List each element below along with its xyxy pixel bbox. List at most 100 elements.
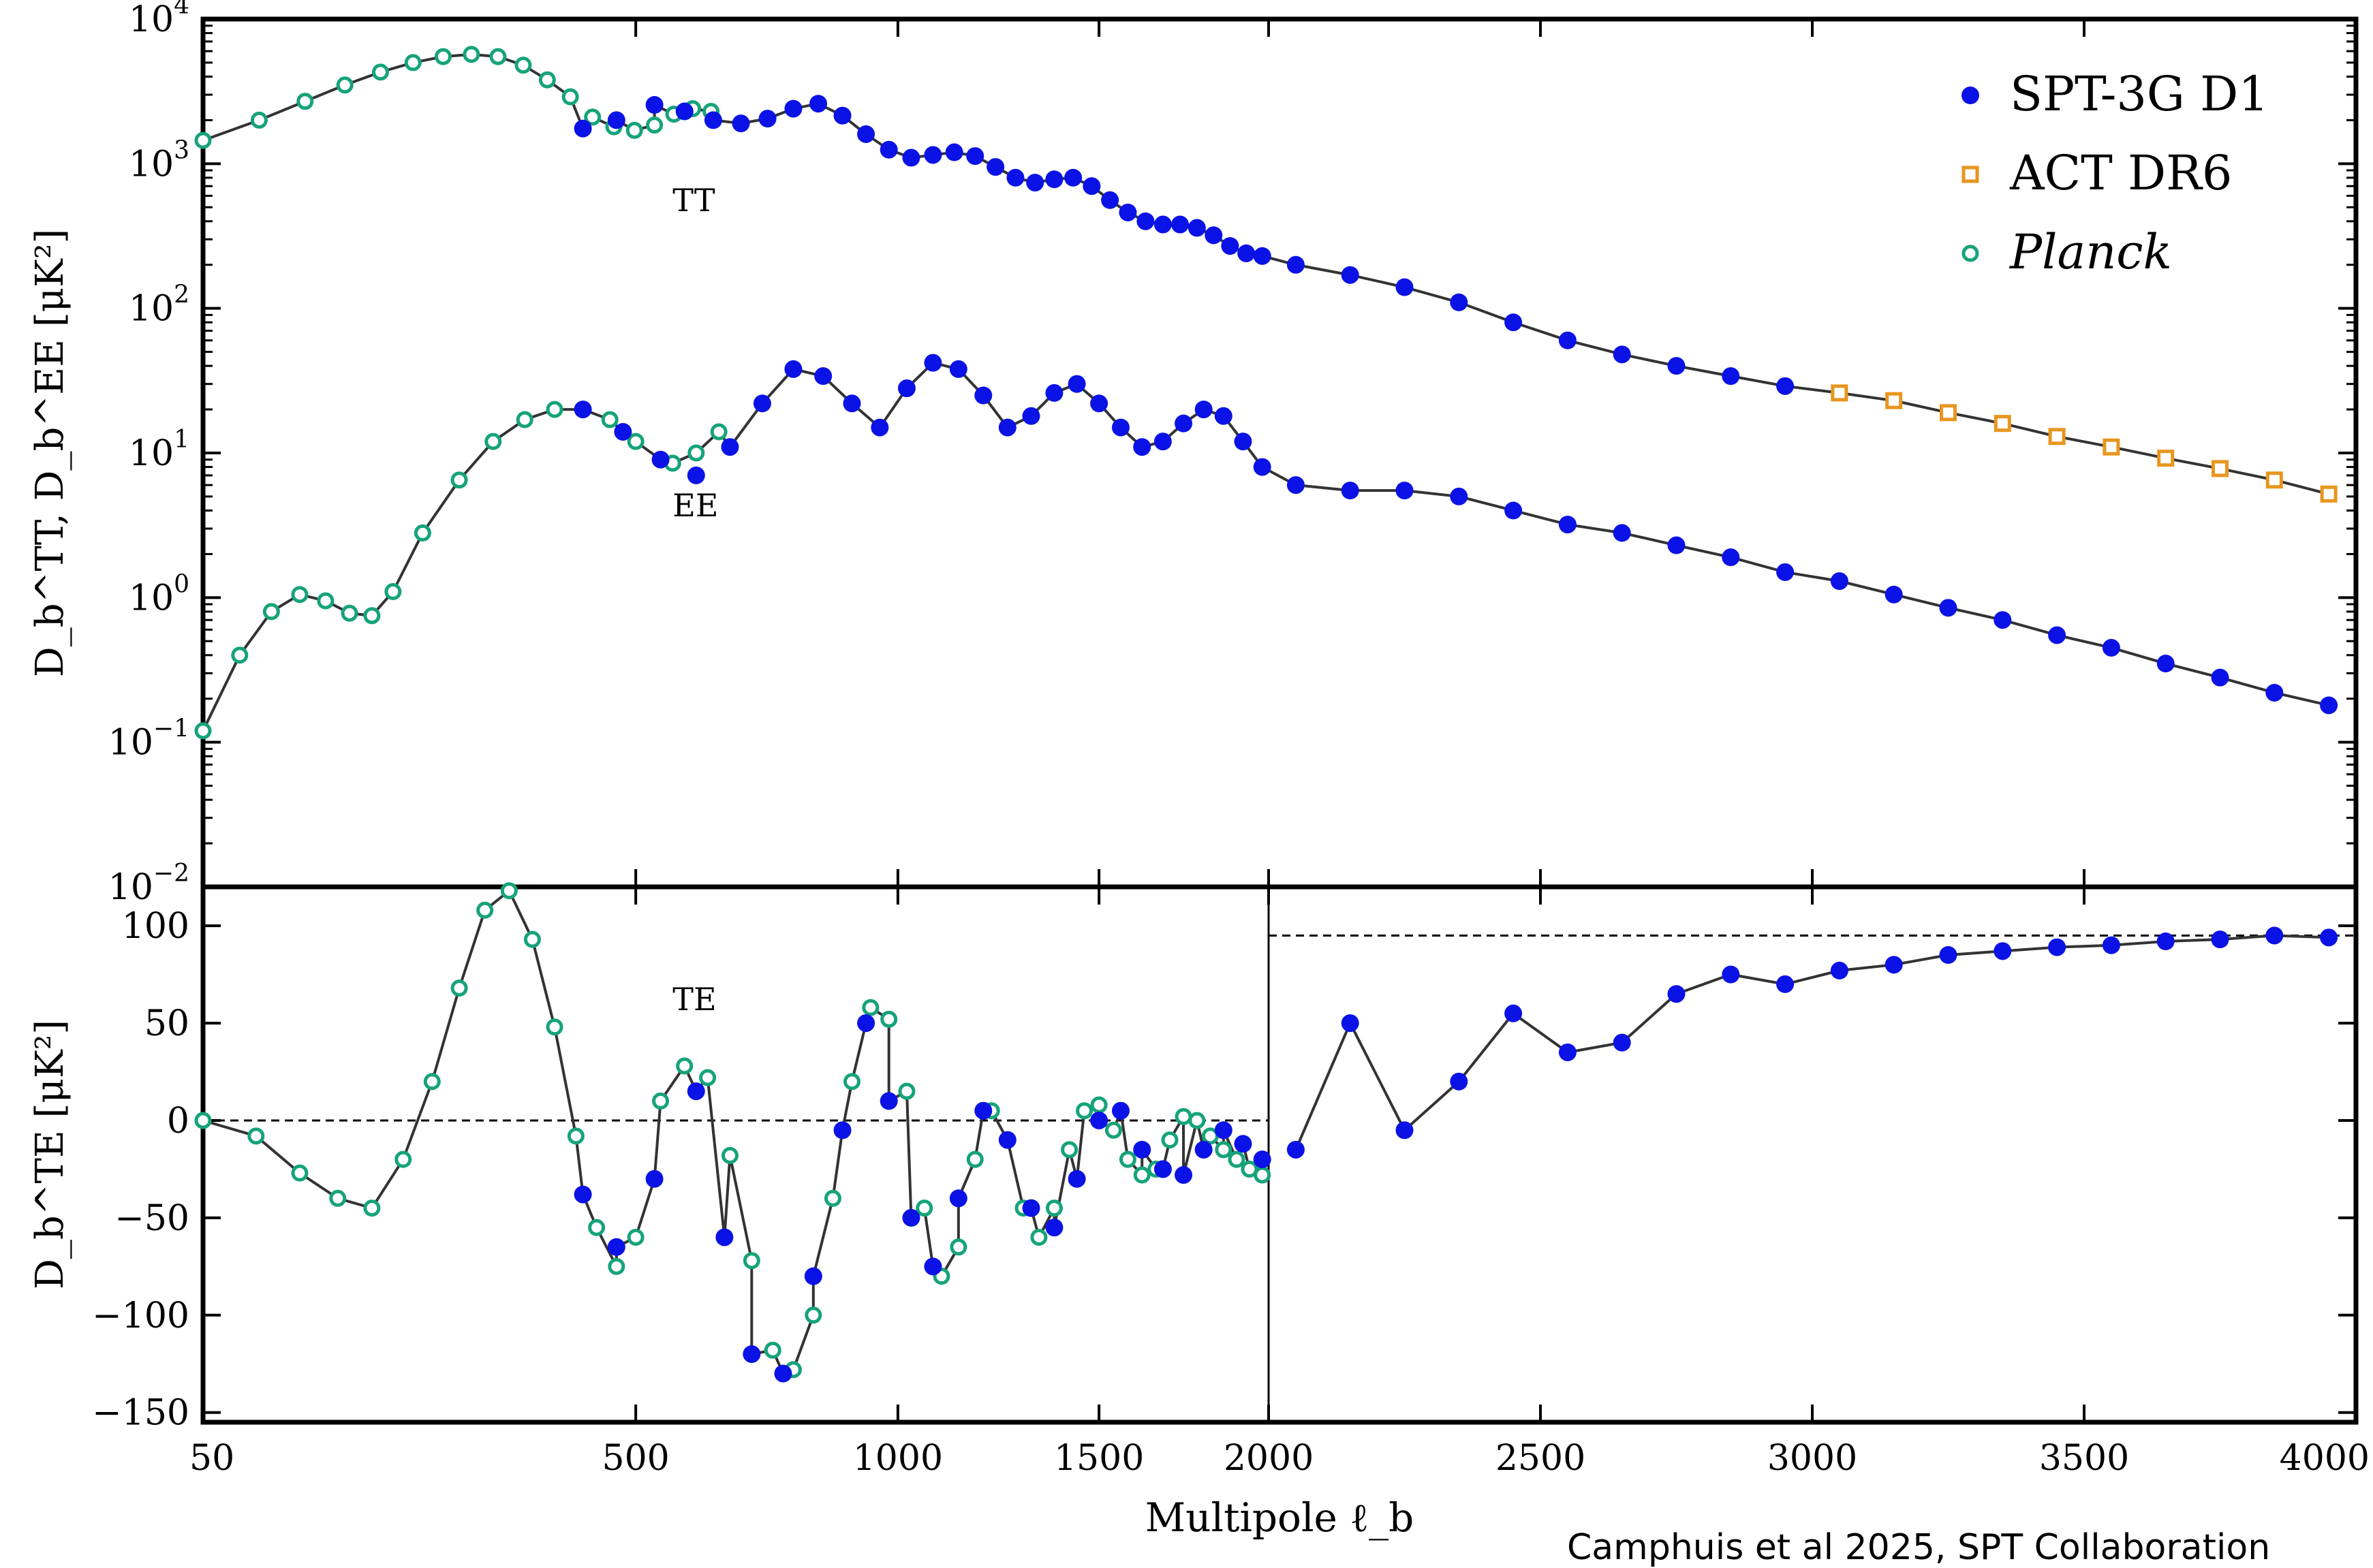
data-point-ee xyxy=(363,607,381,625)
x-tick-label: 2000 xyxy=(1224,1438,1314,1479)
y-axis-label-bottom: D_b^TE [μK²] xyxy=(28,1020,72,1289)
data-point-tt xyxy=(2212,460,2229,477)
x-tick-label: 1500 xyxy=(1054,1438,1144,1479)
data-point-tt xyxy=(1237,244,1256,262)
data-point-te xyxy=(699,1069,717,1086)
data-point-ee xyxy=(871,418,889,437)
data-point-ee xyxy=(1068,375,1086,393)
data-point-tt xyxy=(194,131,212,149)
data-point-tt xyxy=(1831,384,1848,402)
data-point-te xyxy=(645,1170,664,1188)
data-point-te xyxy=(902,1208,920,1227)
data-point-ee xyxy=(450,471,468,489)
data-point-tt xyxy=(250,111,268,129)
y-tick-label-top: 10−2 xyxy=(108,860,189,908)
data-point-ee xyxy=(2211,668,2229,687)
y-tick-label-bottom: −100 xyxy=(92,1296,189,1336)
data-point-ee xyxy=(414,524,431,542)
y-tick-label-bottom: 50 xyxy=(144,1003,189,1044)
data-point-tt xyxy=(404,54,422,72)
data-point-te xyxy=(833,1121,852,1140)
data-point-tt xyxy=(1083,177,1101,195)
data-point-te xyxy=(1558,1043,1577,1061)
data-point-tt xyxy=(514,57,532,74)
data-point-ee xyxy=(924,354,942,372)
data-point-te xyxy=(291,1164,309,1182)
data-point-ee xyxy=(627,433,645,450)
data-point-te xyxy=(2320,928,2338,947)
y-axis-label-top: D_b^TT, D_b^EE [μK²] xyxy=(28,229,72,677)
bottom-panel-frame xyxy=(200,884,2359,1425)
data-point-ee xyxy=(574,401,592,419)
data-point-te xyxy=(2265,926,2284,945)
data-point-te xyxy=(687,1082,705,1101)
data-point-tt xyxy=(1667,357,1686,375)
x-tick-label: 3000 xyxy=(1767,1438,1857,1479)
data-point-te xyxy=(1254,1166,1271,1184)
data-point-te xyxy=(880,1010,898,1028)
data-point-te xyxy=(1830,961,1848,979)
data-point-te xyxy=(1215,1141,1232,1159)
y-tick-label-bottom: −50 xyxy=(114,1198,189,1239)
data-point-tt xyxy=(2265,471,2283,489)
data-point-ee xyxy=(484,433,502,450)
data-point-ee xyxy=(814,367,833,386)
data-point-tt xyxy=(1026,174,1044,192)
data-point-ee xyxy=(384,583,402,601)
data-point-te xyxy=(1175,1166,1193,1185)
data-point-te xyxy=(1286,1140,1305,1159)
data-point-ee xyxy=(1939,599,1957,617)
data-point-ee xyxy=(317,592,335,610)
data-point-te xyxy=(721,1146,739,1164)
data-point-te xyxy=(1090,1111,1108,1129)
data-point-tt xyxy=(784,99,803,118)
data-point-ee xyxy=(843,394,861,413)
x-tick-label: 500 xyxy=(602,1438,670,1479)
data-point-ee xyxy=(1450,487,1468,505)
data-point-ee xyxy=(1286,476,1305,495)
data-point-ee xyxy=(2265,683,2284,702)
data-point-tt xyxy=(1613,345,1631,364)
data-point-tt xyxy=(1064,168,1083,187)
data-point-te xyxy=(824,1189,841,1207)
data-point-te xyxy=(608,1257,625,1275)
data-point-te xyxy=(1341,1014,1359,1033)
data-point-tt xyxy=(1885,392,1903,409)
y-tick-label-top: 100 xyxy=(129,570,189,618)
data-point-tt xyxy=(1450,293,1468,311)
data-point-ee xyxy=(687,444,705,462)
data-point-ee xyxy=(753,394,771,413)
y-tick-label-top: 101 xyxy=(129,426,189,474)
data-point-tt xyxy=(880,140,898,159)
data-point-te xyxy=(1939,946,1957,965)
data-point-tt xyxy=(625,121,643,139)
data-point-ee xyxy=(262,603,280,621)
legend-marker xyxy=(1961,87,1979,104)
data-point-tt xyxy=(2320,485,2338,503)
annotation-te: TE xyxy=(672,981,716,1018)
data-point-te xyxy=(394,1150,412,1168)
data-point-tt xyxy=(538,71,556,89)
annotation-ee: EE xyxy=(672,487,718,524)
data-point-te xyxy=(2211,930,2229,949)
data-point-te xyxy=(1111,1101,1130,1120)
x-tick-label: 50 xyxy=(189,1438,234,1479)
data-point-ee xyxy=(897,379,916,398)
legend-marker xyxy=(1961,245,1979,262)
data-point-tt xyxy=(732,114,750,133)
data-point-ee xyxy=(784,360,803,378)
data-point-te xyxy=(574,1185,592,1204)
data-point-te xyxy=(1395,1121,1414,1140)
data-point-ee xyxy=(2102,638,2120,657)
data-point-ee xyxy=(1885,585,1903,603)
data-point-te xyxy=(966,1150,984,1168)
data-point-te xyxy=(676,1057,694,1075)
data-point-te xyxy=(588,1219,606,1236)
data-point-tt xyxy=(1940,404,1957,422)
data-point-ee xyxy=(974,386,993,405)
annotation-tt: TT xyxy=(672,182,715,219)
data-point-te xyxy=(1228,1150,1245,1168)
data-point-ee xyxy=(1830,572,1848,591)
data-point-tt xyxy=(296,93,314,110)
data-point-te xyxy=(1194,1140,1213,1159)
